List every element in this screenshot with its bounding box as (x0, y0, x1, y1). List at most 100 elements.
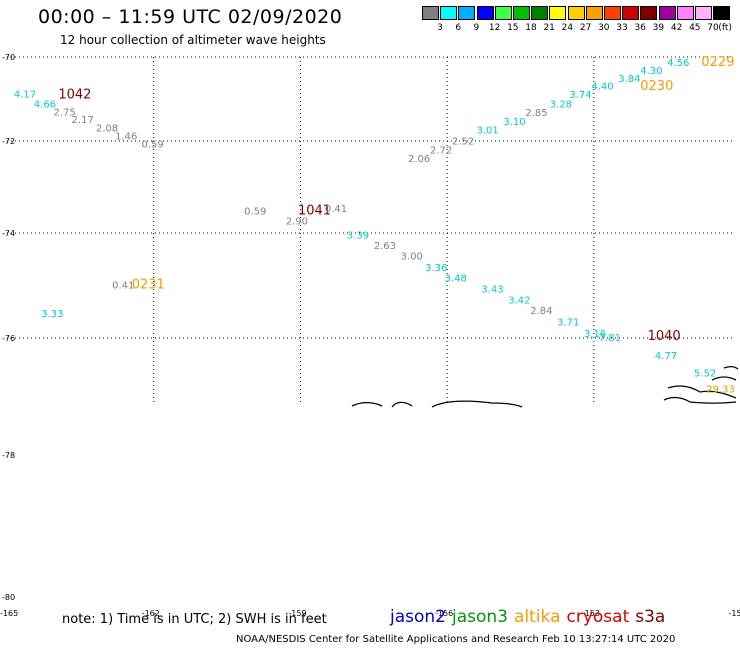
legend-level: 3 (437, 23, 443, 33)
legend-level: 18 (525, 23, 537, 33)
satellite-name: jason2 (390, 607, 446, 627)
wave-height-value: 3.84 (618, 74, 640, 85)
legend-level: 21 (543, 23, 555, 33)
wave-height-value: 3.28 (550, 99, 572, 110)
legend-level: 42 (670, 23, 683, 33)
latitude-label: -76 (2, 334, 15, 343)
legend-swatch (440, 6, 458, 20)
legend-unit: (ft) (718, 23, 732, 33)
wave-height-value: 2.75 (53, 107, 75, 118)
coastline-segment (391, 401, 413, 408)
wave-height-value: 0.41 (325, 204, 347, 215)
wave-height-value: 2.63 (374, 241, 396, 252)
wave-height-value: 1.46 (115, 131, 137, 142)
map-subtitle: 12 hour collection of altimeter wave hei… (60, 33, 326, 47)
pass-time-label: 1042 (58, 88, 91, 103)
wave-height-value: 0.41 (112, 281, 134, 292)
legend-level: 27 (579, 23, 592, 33)
wave-height-value: 4.30 (640, 66, 662, 77)
legend-level: 33 (616, 23, 628, 33)
wave-height-value: 4.66 (34, 99, 56, 110)
satellite-name: cryosat (566, 607, 630, 627)
wave-height-value: 4.77 (655, 351, 677, 362)
legend-level: 6 (455, 23, 462, 33)
latitude-label: -78 (2, 451, 15, 460)
pass-time-label: 0230 (640, 79, 673, 94)
longitude-label: -156 (435, 609, 453, 618)
wave-height-value: 2.84 (530, 306, 552, 317)
longitude-label: -165 (0, 609, 18, 618)
wave-height-value: 3.16 (584, 329, 606, 340)
legend-swatch (494, 6, 512, 20)
wave-height-value: 3.43 (481, 284, 503, 295)
legend-swatch (422, 6, 439, 20)
legend-level: 36 (634, 23, 646, 33)
pass-time-label: 0229 (701, 55, 734, 70)
wave-height-value: 4.56 (667, 58, 689, 69)
longitude-label: -153 (582, 609, 600, 618)
longitude-label: -159 (288, 609, 306, 618)
legend-swatch (531, 6, 549, 20)
wave-height-value: 3.36 (425, 263, 447, 274)
antarctic-coastline (351, 365, 739, 408)
legend-swatch (458, 6, 476, 20)
wave-height-value: 0.59 (141, 139, 163, 150)
legend-swatch (585, 6, 603, 20)
legend-swatch (513, 6, 530, 20)
wave-height-value: 3.33 (41, 309, 63, 320)
wave-height-value: 3.74 (569, 90, 591, 101)
wave-height-value: 3.42 (508, 295, 530, 306)
latitude-label: -72 (2, 137, 15, 146)
legend-level: 15 (507, 23, 519, 33)
legend-level: 12 (488, 23, 501, 33)
legend-swatch (604, 6, 621, 20)
wave-height-value: 29.33 (706, 384, 735, 395)
legend-level: 39 (652, 23, 665, 33)
satellite-name: s3a (635, 607, 666, 627)
axis-labels: -70 -72 -74 -76 -78 -80 -165 -162 -159 -156 -153 -1… (0, 53, 740, 618)
coastline-segment (431, 400, 523, 408)
wave-height-value: 3.48 (445, 273, 467, 284)
wave-height-value: 2.06 (408, 154, 430, 165)
legend-swatch (695, 6, 712, 20)
wave-height-value: 2.08 (96, 123, 118, 134)
legend-swatch (476, 6, 494, 20)
wave-height-value: 7.81 (599, 333, 621, 344)
legend-swatch (640, 6, 658, 20)
latitude-label: -80 (2, 593, 15, 602)
longitude-label: -162 (142, 609, 160, 618)
legend-swatch (549, 6, 567, 20)
legend-level: 70 (707, 23, 719, 33)
pass-time-label: 0231 (132, 278, 165, 293)
wave-height-value: 4.40 (591, 81, 613, 92)
wave-height-value: 2.72 (430, 145, 452, 156)
legend-swatch (658, 6, 676, 20)
coastline-segment (667, 385, 737, 399)
wave-height-value: 3.10 (503, 117, 525, 128)
wave-height-value: 2.17 (72, 115, 94, 126)
legend-level: 24 (561, 23, 574, 33)
coastline-segment (723, 365, 739, 370)
wave-height-value: 4.17 (14, 89, 36, 100)
map-title: 00:00 – 11:59 UTC 02/09/2020 (38, 6, 343, 28)
wave-height-value: 2.90 (286, 217, 308, 228)
latitude-label: -70 (2, 53, 15, 62)
coastline-segment (663, 396, 737, 404)
legend-swatch (713, 6, 731, 20)
wave-height-value: 0.59 (244, 207, 266, 218)
wave-height-value: 3.00 (401, 251, 423, 262)
pass-time-label: 1041 (298, 204, 331, 219)
legend-swatch (676, 6, 694, 20)
wave-height-value: 2.85 (525, 108, 547, 119)
satellite-name: altika (514, 607, 561, 627)
legend-level: 30 (598, 23, 610, 33)
footer-note: note: 1) Time is in UTC; 2) SWH is in fe… (62, 612, 327, 627)
footer-credit: NOAA/NESDIS Center for Satellite Applica… (236, 634, 676, 645)
wave-height-value: 5.52 (694, 369, 716, 380)
wave-height-value: 3.01 (476, 125, 498, 136)
coastline-segment (351, 401, 383, 407)
legend-level: 45 (689, 23, 701, 33)
pass-time-label: 1040 (648, 329, 681, 344)
